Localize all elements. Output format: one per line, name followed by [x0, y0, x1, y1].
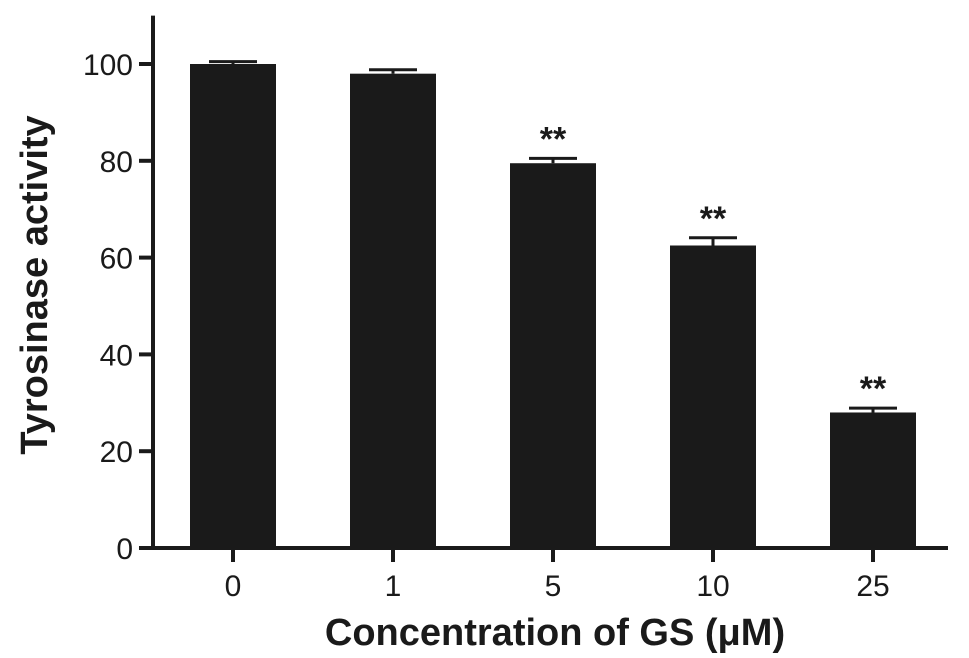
x-tick-label: 0: [225, 570, 242, 603]
bar-5: [510, 163, 596, 548]
x-tick-label: 1: [385, 570, 402, 603]
y-tick-label: 100: [83, 49, 133, 82]
bars: ** ** **: [190, 60, 916, 549]
y-tick-label: 60: [100, 243, 133, 276]
y-tick-label: 20: [100, 436, 133, 469]
significance-label-5: **: [540, 120, 567, 158]
y-tick-label: 80: [100, 146, 133, 179]
significance-label-25: **: [860, 370, 887, 408]
y-ticks: 0 20 40 60 80 100: [83, 49, 153, 566]
y-tick-label: 40: [100, 339, 133, 372]
bar-10: [670, 245, 756, 548]
x-axis-title: Concentration of GS (μM): [325, 612, 785, 654]
bar-25: [830, 412, 916, 548]
x-tick-label: 25: [856, 570, 889, 603]
bar-0: [190, 64, 276, 548]
y-tick-label: 0: [116, 533, 133, 566]
x-ticks: 0 1 5 10 25: [225, 548, 890, 603]
y-axis-title: Tyrosinase activity: [14, 115, 56, 454]
significance-label-10: **: [700, 200, 727, 238]
bar-1: [350, 73, 436, 549]
x-tick-label: 10: [696, 570, 729, 603]
x-tick-label: 5: [545, 570, 562, 603]
